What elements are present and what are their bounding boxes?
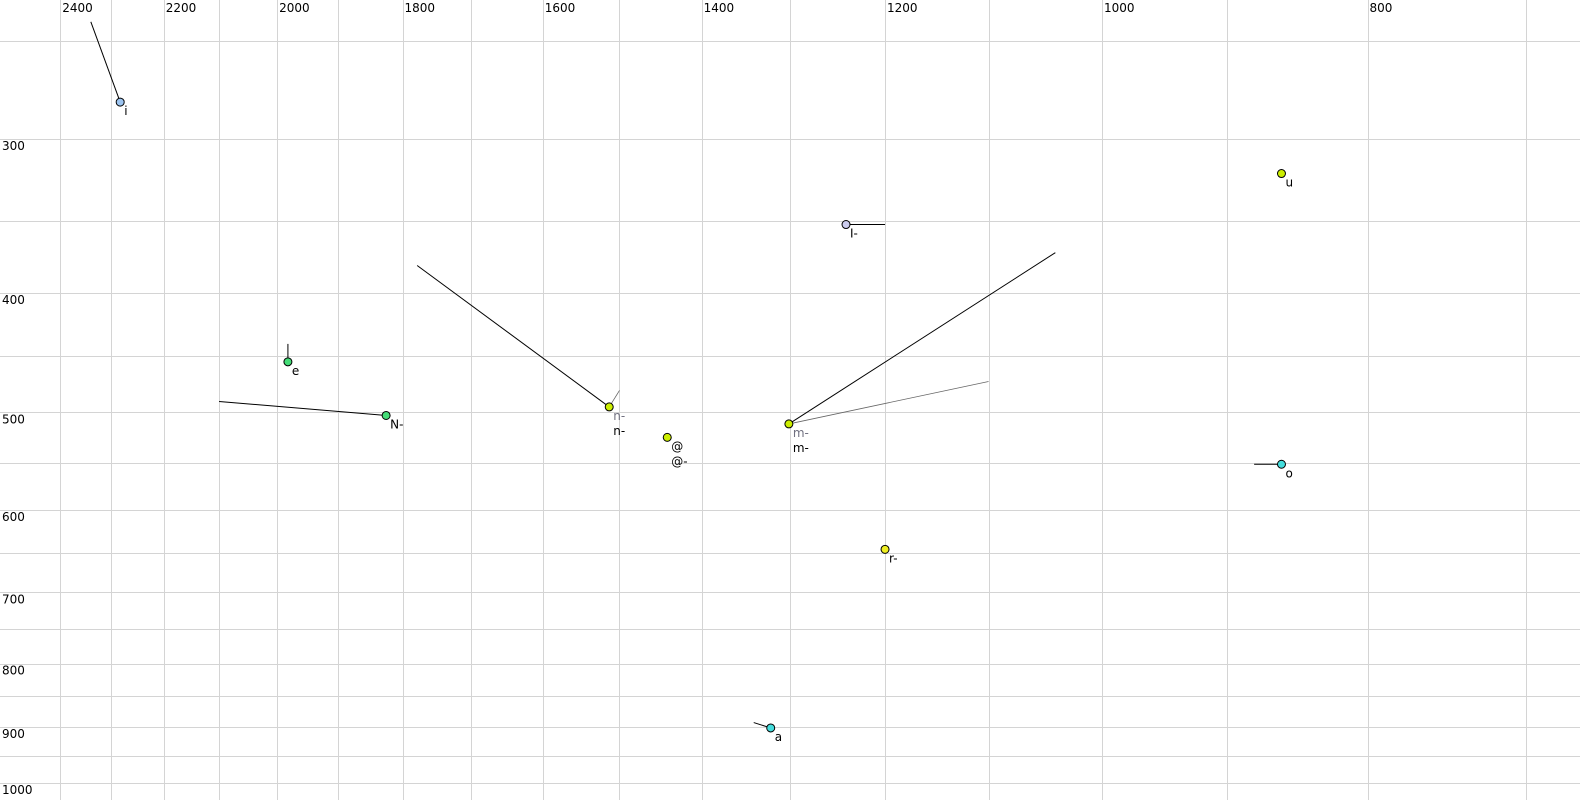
vowel-point-N: N-: [219, 400, 403, 431]
x-tick-label: 1400: [704, 1, 735, 15]
trail-line: [219, 400, 387, 416]
point-marker: [1276, 459, 1286, 469]
vowel-point-: @@-: [662, 432, 688, 468]
point-label: a: [775, 730, 782, 744]
point-label: m-: [793, 441, 809, 455]
y-tick-label: 800: [2, 664, 25, 678]
vowel-point-e: e: [283, 343, 299, 378]
point-label: i: [124, 104, 127, 118]
point-marker: [283, 357, 293, 367]
trail-line: [90, 21, 121, 103]
x-tick-label: 1200: [887, 1, 918, 15]
vowel-point-o: o: [1254, 459, 1293, 480]
point-marker: [662, 432, 672, 442]
point-label: e: [292, 364, 299, 378]
y-tick-label: 700: [2, 592, 25, 606]
point-label: @-: [671, 454, 687, 468]
y-tick-label: 300: [2, 139, 25, 153]
vowel-point-I: I-: [841, 220, 886, 241]
point-marker: [604, 402, 614, 412]
point-marker: [115, 97, 125, 107]
secondary-trail-line: [788, 381, 989, 425]
point-marker: [381, 410, 391, 420]
point-secondary-label: n-: [613, 409, 625, 423]
x-tick-label: 2000: [279, 1, 310, 15]
point-label: r-: [889, 551, 898, 565]
vowel-point-a: a: [753, 722, 782, 744]
vowel-point-n: n-n-: [416, 265, 625, 438]
point-marker: [784, 419, 794, 429]
x-tick-label: 1000: [1104, 1, 1135, 15]
point-marker: [766, 723, 776, 733]
point-label: N-: [390, 417, 403, 431]
vowel-point-m: m-m-: [784, 252, 1056, 455]
vowel-point-r: r-: [880, 544, 898, 565]
y-tick-label: 400: [2, 293, 25, 307]
trail-line: [788, 252, 1056, 425]
point-secondary-label: m-: [793, 426, 809, 440]
x-tick-label: 2400: [62, 1, 93, 15]
x-tick-label: 1800: [405, 1, 436, 15]
x-tick-label: 800: [1370, 1, 1393, 15]
y-tick-label: 900: [2, 727, 25, 741]
point-label: u: [1285, 176, 1293, 190]
trail-line: [416, 265, 610, 408]
x-tick-label: 2200: [166, 1, 197, 15]
x-tick-label: 1600: [545, 1, 576, 15]
point-label: I-: [850, 227, 858, 241]
vowel-point-u: u: [1276, 169, 1293, 190]
y-tick-label: 1000: [2, 783, 33, 797]
point-marker: [841, 220, 851, 230]
y-tick-label: 600: [2, 510, 25, 524]
point-marker: [1276, 169, 1286, 179]
point-secondary-label: @: [671, 439, 683, 453]
point-label: n-: [613, 424, 625, 438]
point-marker: [880, 544, 890, 554]
y-tick-label: 500: [2, 412, 25, 426]
vowel-point-i: i: [90, 21, 128, 118]
point-label: o: [1285, 466, 1292, 480]
